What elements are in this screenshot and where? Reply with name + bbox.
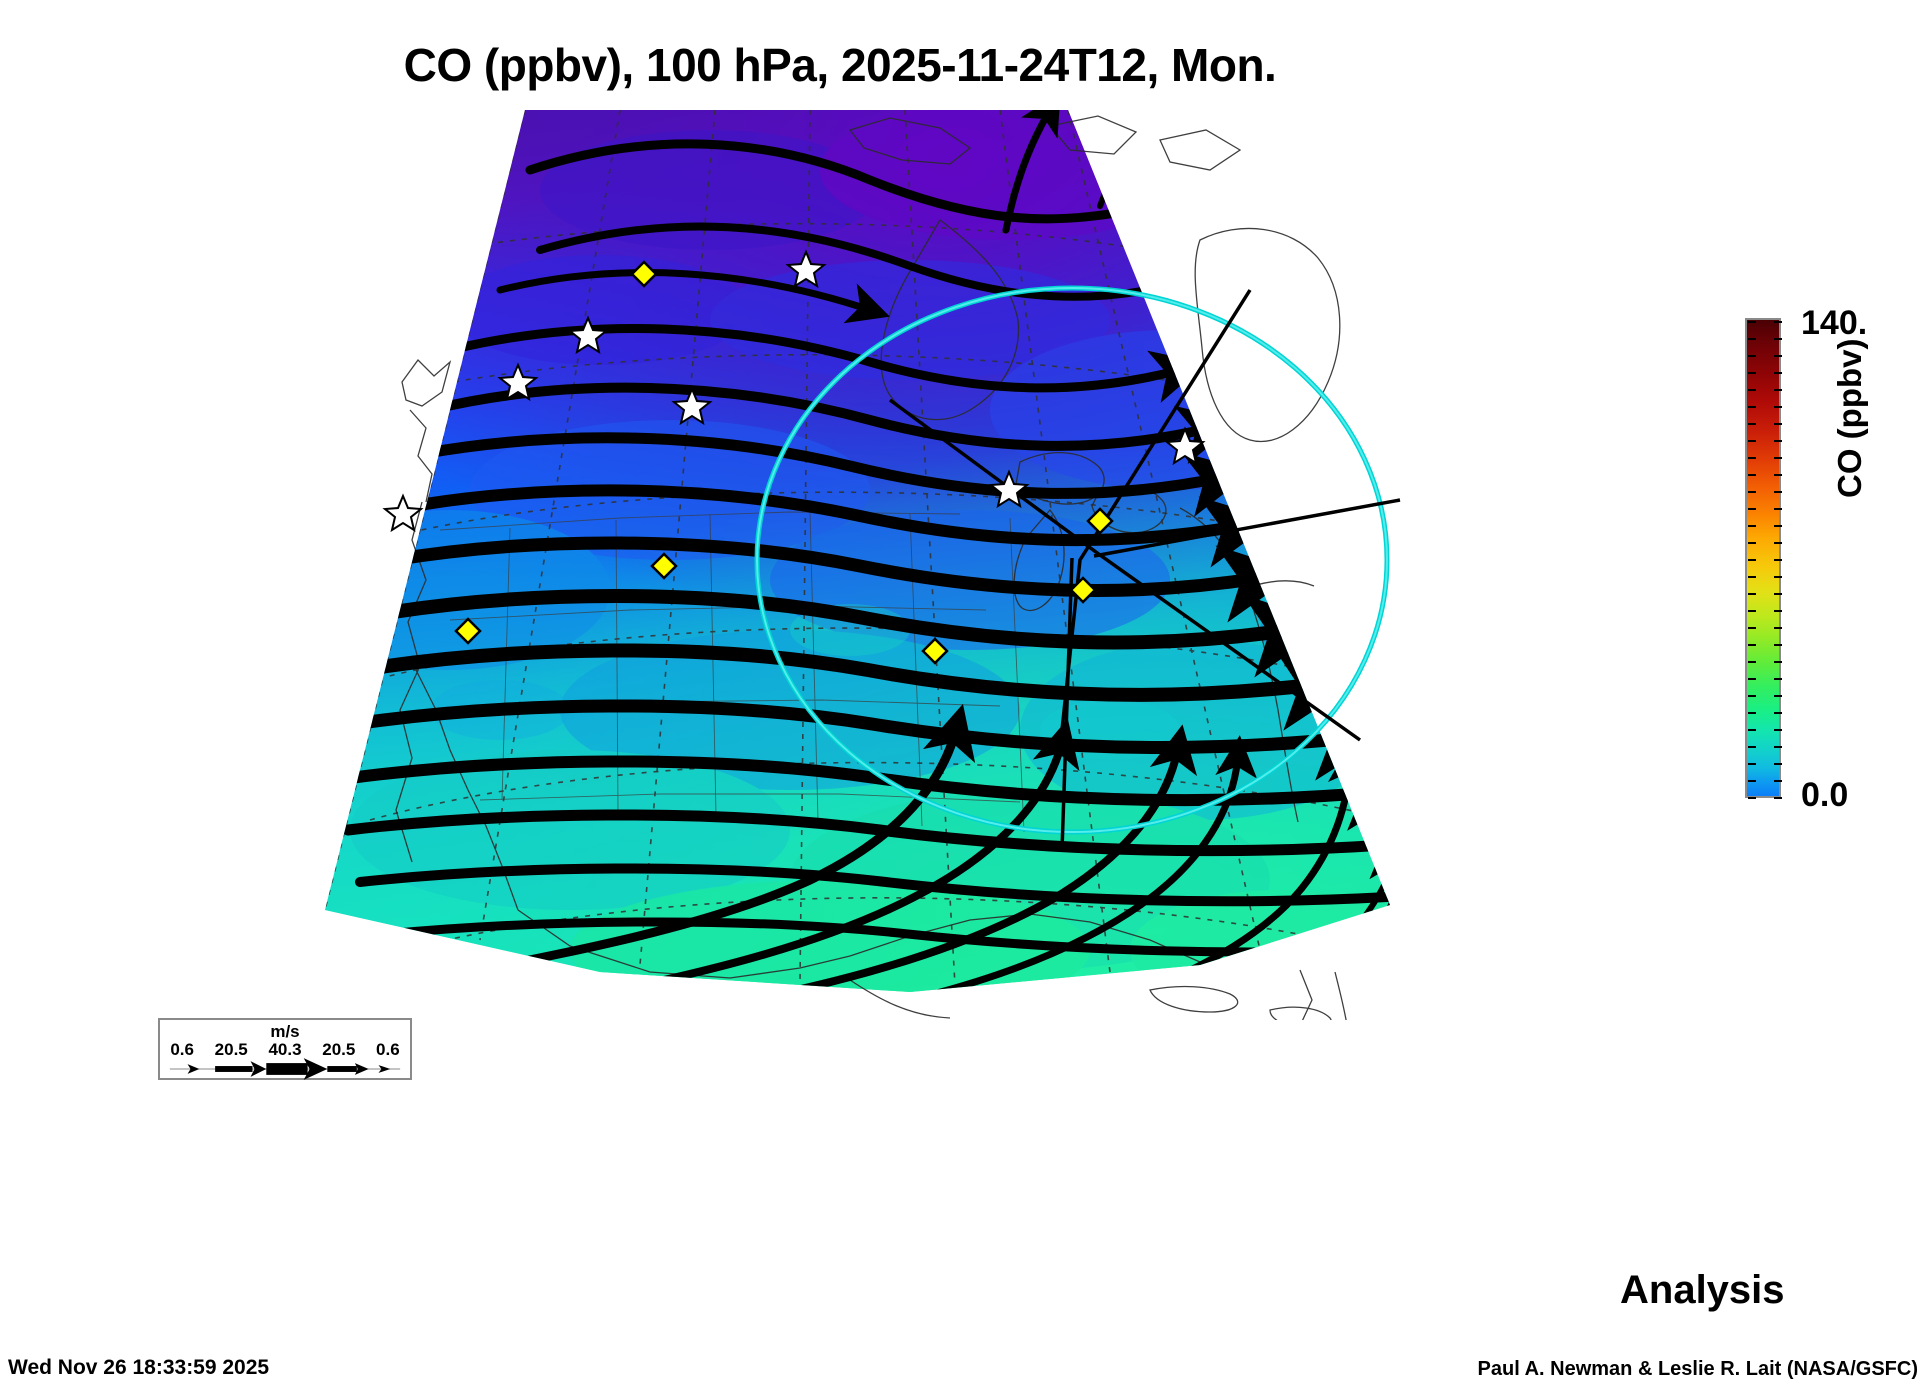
wind-value-2: 40.3 [268,1040,302,1059]
map-canvas[interactable] [150,110,1440,1020]
generation-timestamp: Wed Nov 26 18:33:59 2025 [8,1356,270,1379]
colorbar-axis-label: CO (ppbv) [1831,338,1868,498]
wind-legend-arrow-icons [169,1058,401,1080]
wind-legend-units: m/s [270,1022,300,1041]
star-markers[interactable] [382,249,1206,533]
colorbar[interactable]: 140. 0.0 CO (ppbv) [1745,304,1915,818]
wind-value-4: 0.6 [376,1040,400,1059]
flight-tracks [888,289,1401,851]
diamond-markers[interactable] [454,260,1114,665]
colorbar-max-label: 140. [1801,304,1868,342]
author-credit: Paul A. Newman & Leslie R. Lait (NASA/GS… [1477,1358,1918,1380]
wind-value-1: 20.5 [214,1040,248,1059]
range-ring [754,285,1390,835]
wind-streamlines [342,110,1390,992]
colorbar-gradient [1745,318,1783,800]
analysis-label: Analysis [1620,1268,1785,1312]
wind-value-0: 0.6 [170,1040,194,1059]
wind-legend-values: 0.6 20.5 40.3 20.5 0.6 [160,1040,410,1060]
wind-speed-legend: m/s 0.6 20.5 40.3 20.5 0.6 [158,1018,412,1080]
colorbar-ticks [1747,320,1783,800]
colorbar-min-label: 0.0 [1801,776,1849,814]
wind-value-3: 20.5 [322,1040,356,1059]
page-title: CO (ppbv), 100 hPa, 2025-11-24T12, Mon. [403,39,1277,91]
